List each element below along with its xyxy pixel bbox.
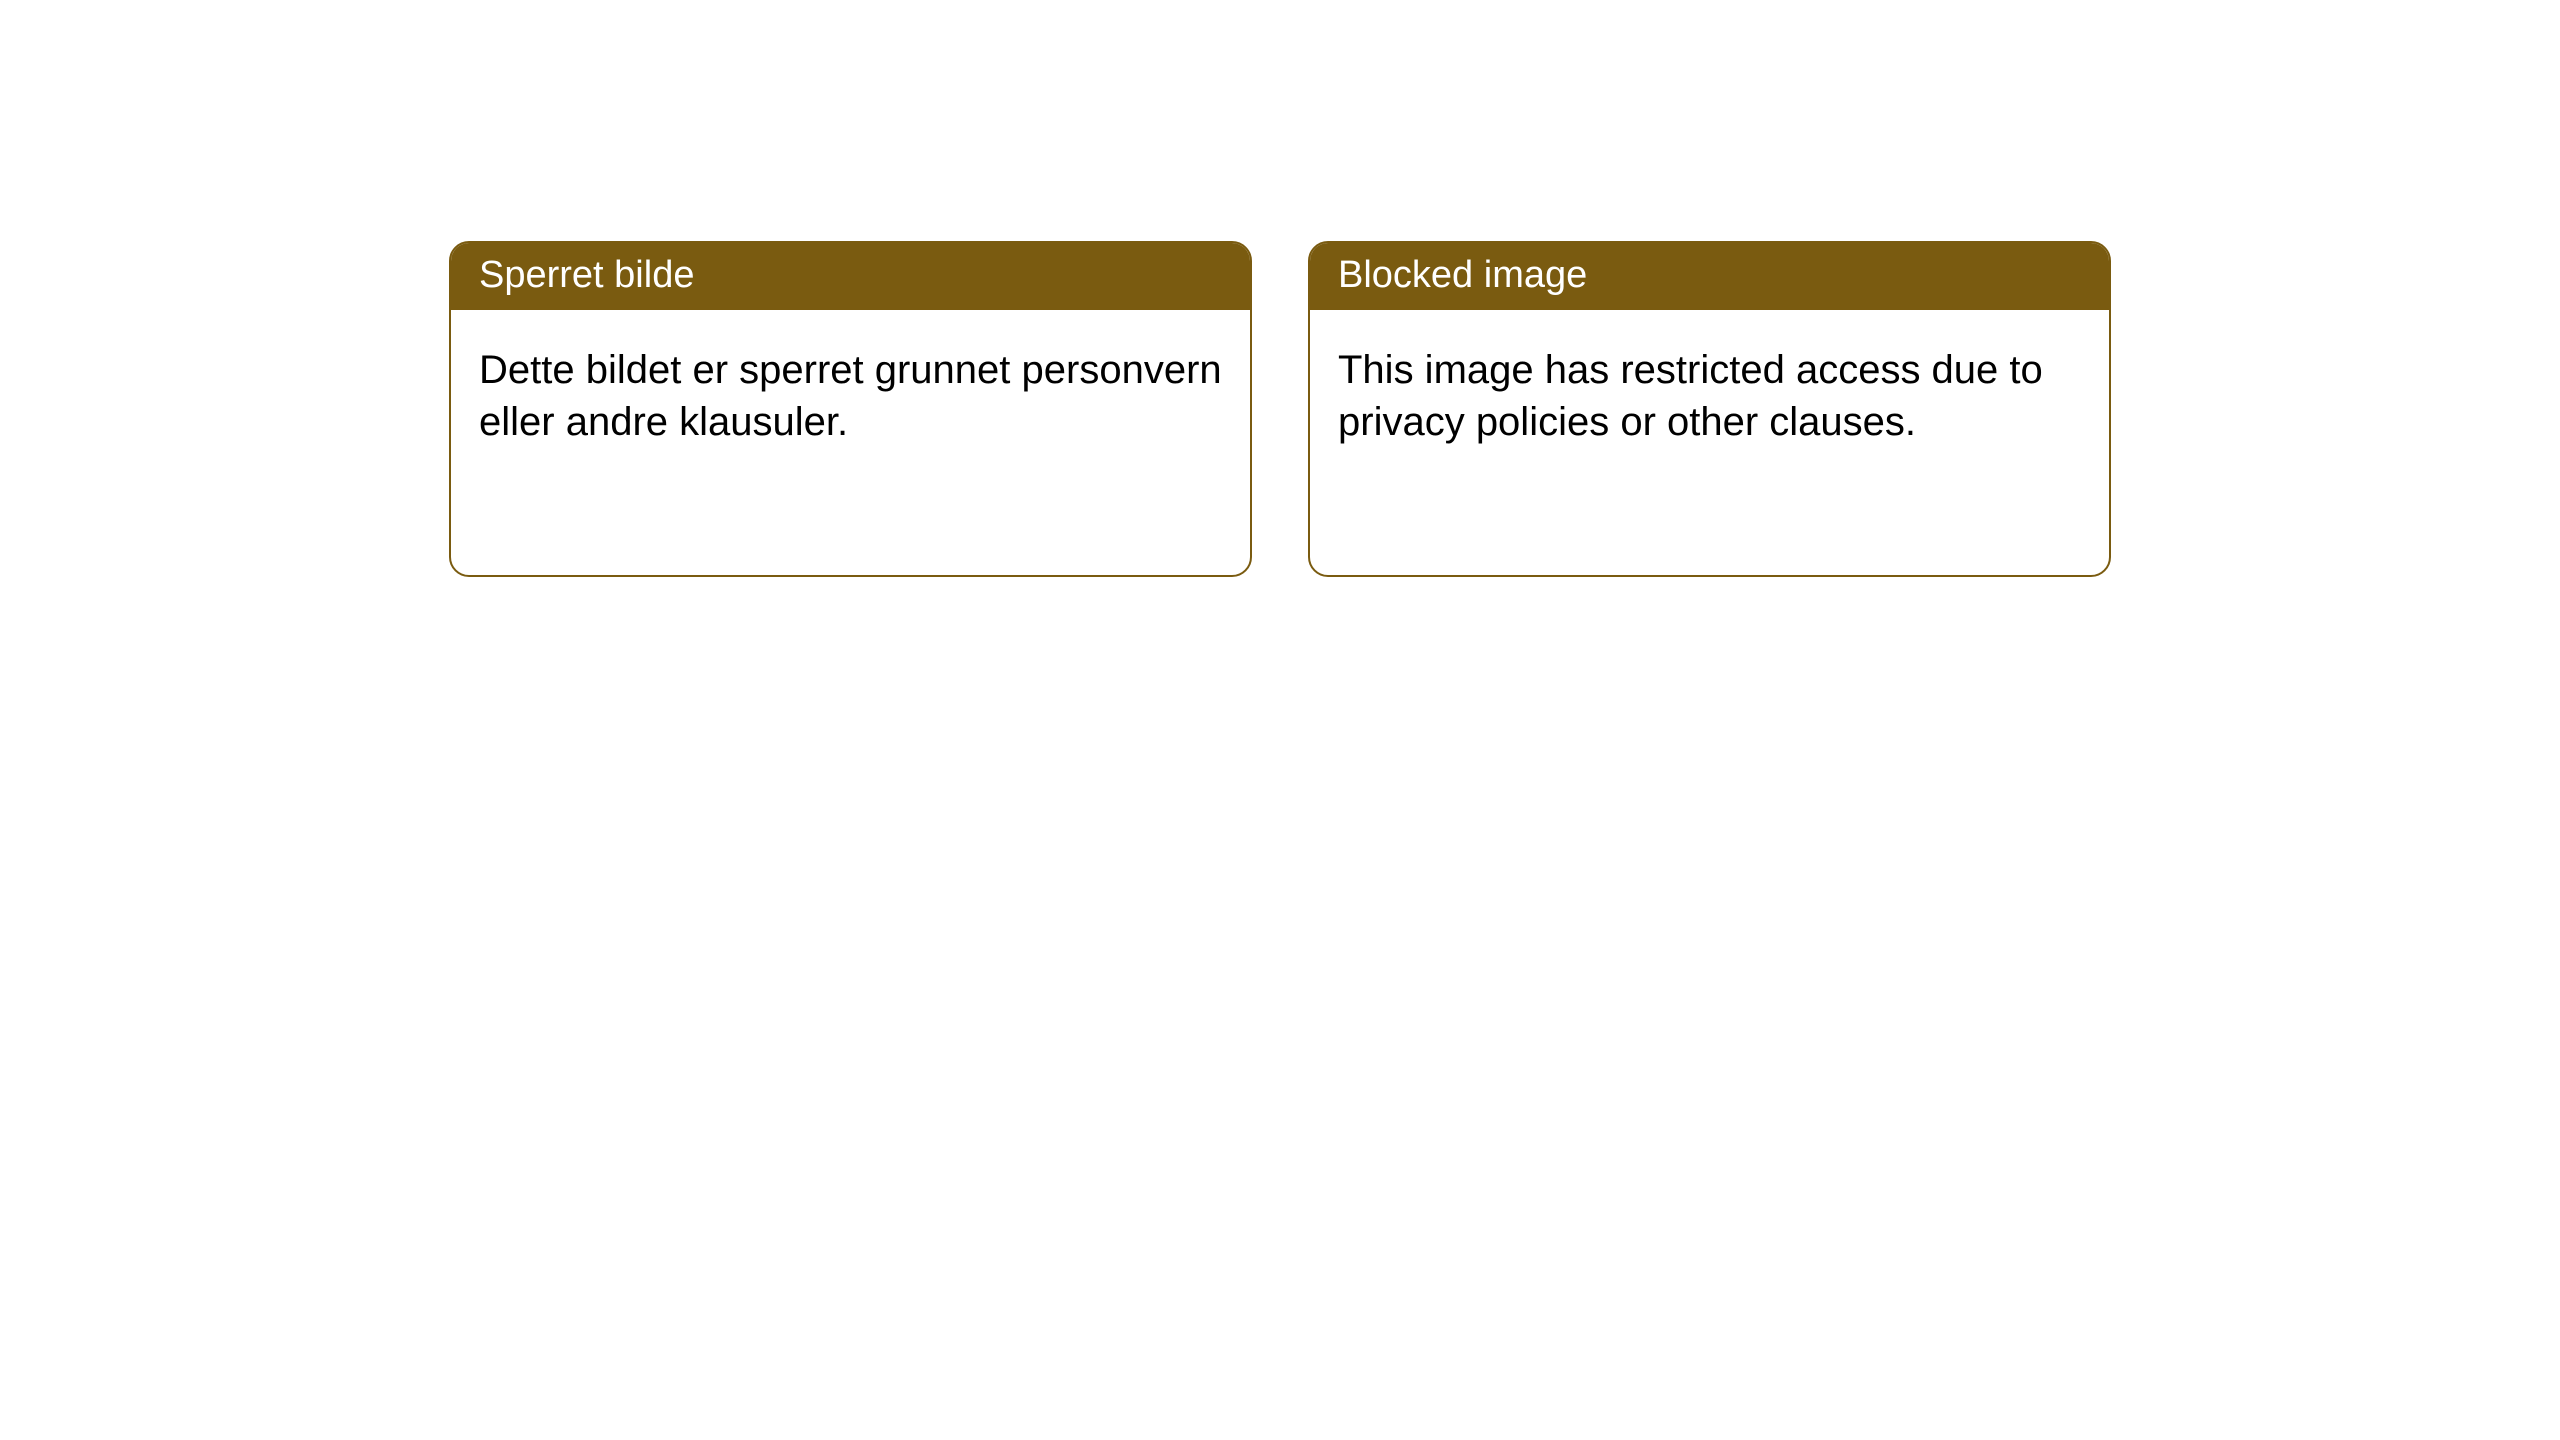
- notice-body-en: This image has restricted access due to …: [1310, 310, 2109, 482]
- notice-card-no: Sperret bilde Dette bildet er sperret gr…: [449, 241, 1252, 577]
- notice-container: Sperret bilde Dette bildet er sperret gr…: [0, 0, 2560, 577]
- notice-body-no: Dette bildet er sperret grunnet personve…: [451, 310, 1250, 482]
- notice-card-en: Blocked image This image has restricted …: [1308, 241, 2111, 577]
- notice-header-en: Blocked image: [1310, 243, 2109, 310]
- notice-header-no: Sperret bilde: [451, 243, 1250, 310]
